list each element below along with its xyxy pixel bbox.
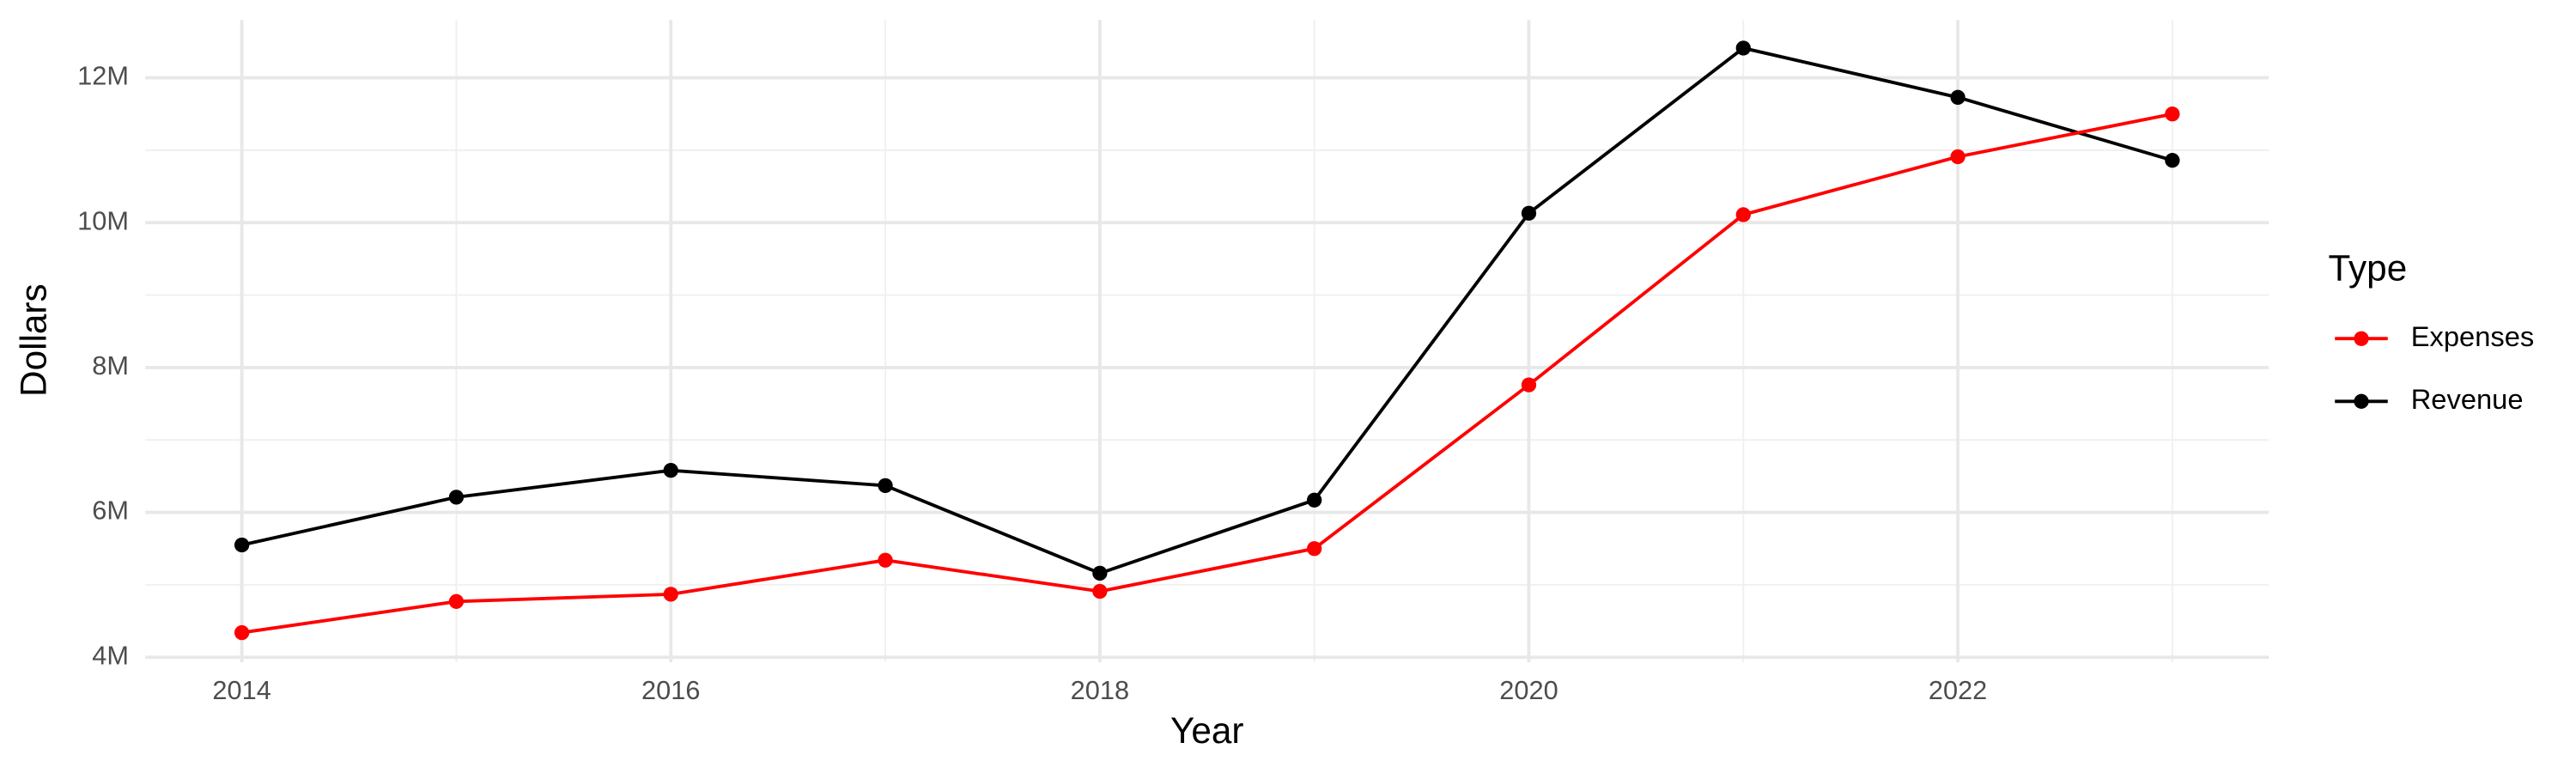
data-point xyxy=(1735,207,1751,222)
legend-marker xyxy=(2354,393,2369,409)
grid xyxy=(145,20,2269,663)
y-tick-label: 4M xyxy=(92,640,129,670)
data-point xyxy=(2165,153,2180,168)
x-tick-label: 2022 xyxy=(1929,675,1987,705)
series-line xyxy=(241,112,2173,635)
data-point xyxy=(1307,492,1322,508)
data-point xyxy=(448,490,465,505)
legend-label: Expenses xyxy=(2411,320,2535,352)
x-tick-label: 2018 xyxy=(1071,675,1129,705)
y-tick-label: 6M xyxy=(92,496,129,526)
legend-title: Type xyxy=(2329,248,2408,289)
y-tick-label: 8M xyxy=(92,350,129,380)
data-point xyxy=(878,478,893,494)
data-point xyxy=(2165,107,2180,122)
series-line xyxy=(241,46,2173,575)
y-tick-label: 12M xyxy=(77,61,129,91)
data-point xyxy=(1735,40,1751,56)
x-tick-label: 2014 xyxy=(212,675,270,705)
y-axis-title: Dollars xyxy=(13,283,53,397)
data-point xyxy=(1092,565,1108,581)
data-point xyxy=(663,463,678,478)
data-point xyxy=(1950,89,1965,105)
x-tick-label: 2016 xyxy=(641,675,700,705)
x-axis-title: Year xyxy=(1170,710,1243,751)
y-tick-label: 10M xyxy=(77,205,129,235)
data-point xyxy=(234,537,250,553)
data-point xyxy=(1307,541,1322,557)
x-tick-label: 2020 xyxy=(1499,675,1558,705)
data-point xyxy=(663,587,678,602)
data-point xyxy=(234,624,250,641)
data-point xyxy=(1521,377,1537,393)
plot xyxy=(234,40,2180,641)
data-point xyxy=(1950,149,1965,165)
data-point xyxy=(448,593,465,609)
data-point xyxy=(1521,205,1537,221)
data-point xyxy=(1092,583,1108,600)
legend-label: Revenue xyxy=(2411,383,2524,415)
legend-marker xyxy=(2354,331,2369,346)
legend: Type Expenses Revenue xyxy=(2329,248,2535,415)
data-point xyxy=(878,552,893,568)
